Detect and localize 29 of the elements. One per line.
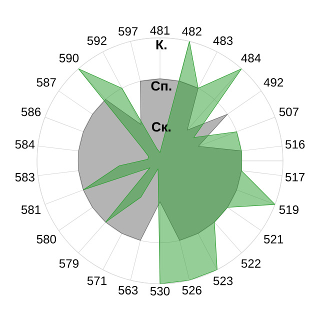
spoke-label: 563	[118, 286, 138, 294]
y-tick-label: Сп.	[151, 81, 172, 91]
spoke-label: 583	[15, 172, 34, 182]
spoke-label: 523	[213, 276, 233, 286]
spoke-label: 530	[150, 286, 170, 296]
spoke-label: 492	[264, 78, 284, 87]
spoke-label: 592	[87, 36, 106, 45]
spoke-label: 580	[36, 234, 56, 244]
spoke-label: 483	[213, 36, 233, 45]
spoke-label: 522	[241, 259, 260, 268]
spoke-label: 584	[15, 140, 35, 149]
spoke-label: 571	[87, 276, 106, 286]
spoke-label: 521	[264, 234, 284, 244]
spoke-label: 517	[285, 172, 305, 182]
spoke-label: 597	[118, 27, 138, 36]
spoke-label: 590	[59, 54, 79, 62]
spoke-label: 579	[59, 259, 78, 268]
spoke-label: 586	[21, 108, 41, 116]
spoke-label: 507	[279, 108, 298, 116]
spoke-label: 581	[21, 205, 41, 214]
spoke-label: 526	[182, 286, 202, 294]
spoke-label: 482	[182, 27, 202, 36]
spoke-label: 519	[279, 205, 298, 214]
spoke-label: 481	[150, 26, 170, 35]
y-tick-label: Ск.	[152, 122, 171, 132]
spoke-label: 516	[285, 140, 305, 149]
spoke-label: 587	[36, 78, 56, 87]
y-tick-label: К.	[156, 40, 166, 50]
spoke-label: 484	[241, 54, 261, 62]
